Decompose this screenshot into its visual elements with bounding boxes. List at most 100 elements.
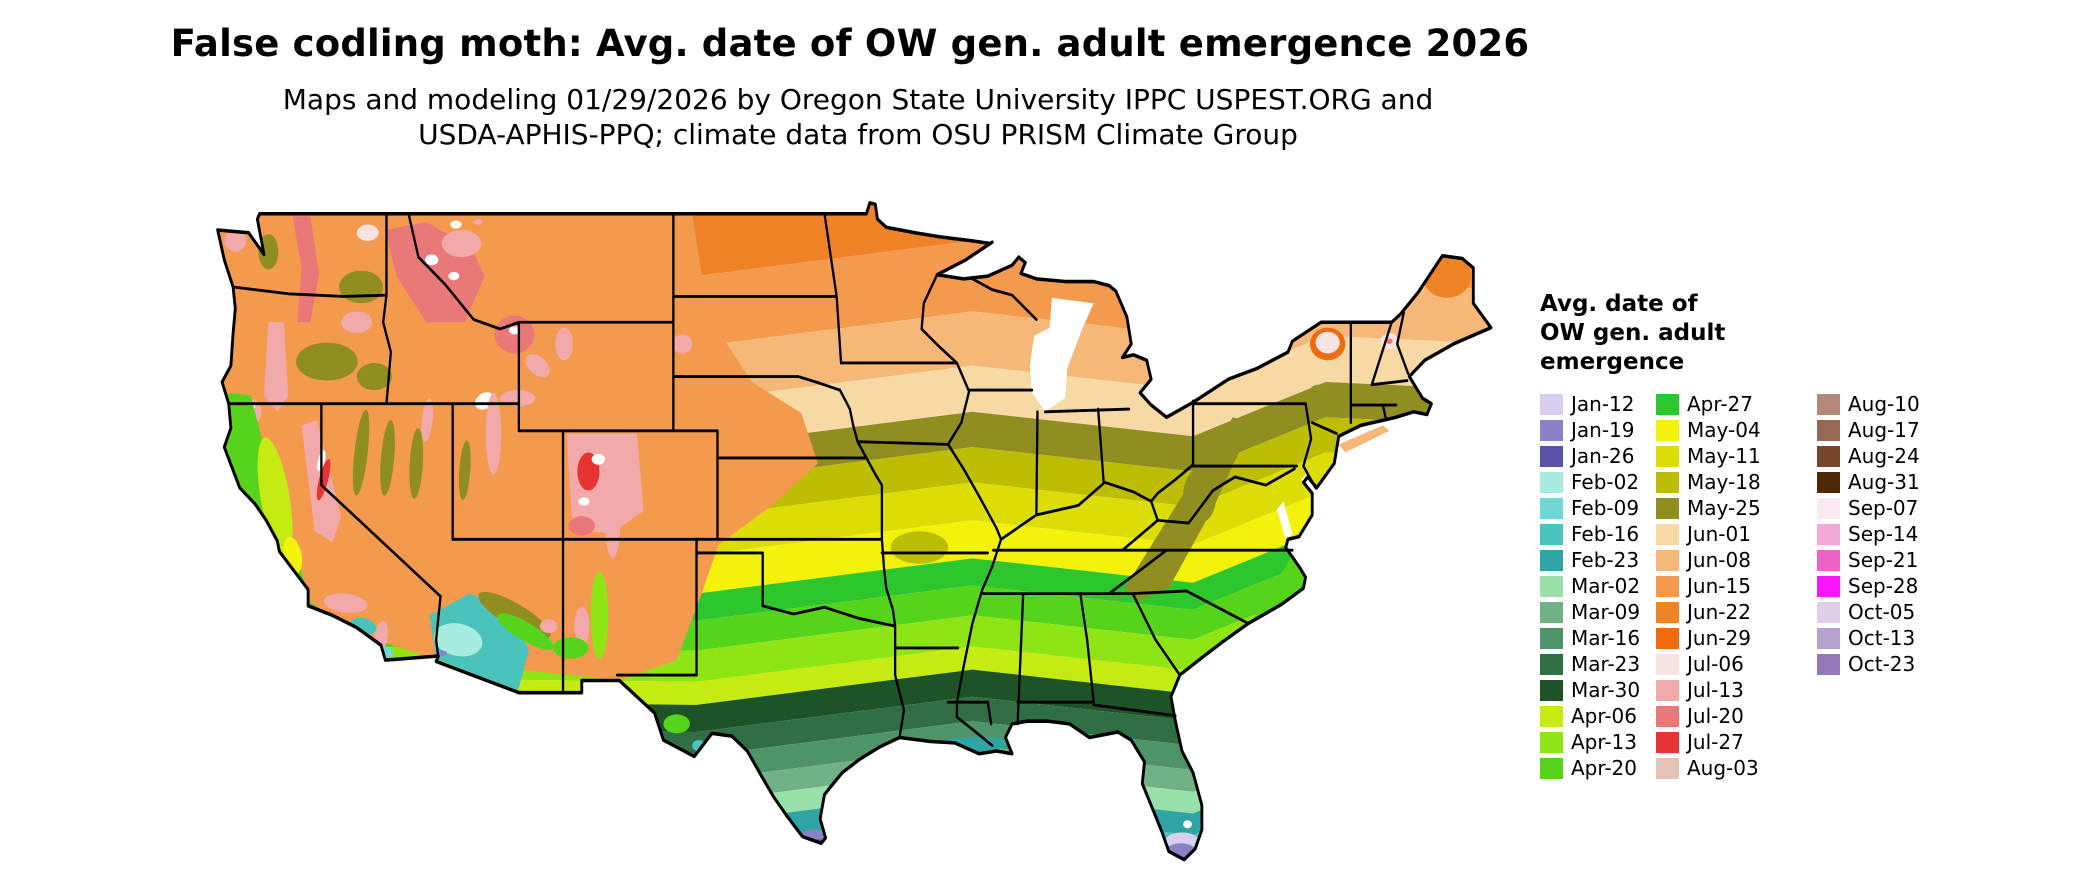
legend-item: Jun-01: [1656, 521, 1817, 547]
legend-swatch: [1817, 653, 1840, 675]
legend-swatch: [1656, 601, 1679, 623]
map-band-Feb-16: [217, 780, 1491, 860]
legend-item: Aug-03: [1656, 755, 1817, 781]
legend-swatch: [1656, 679, 1679, 701]
legend-column: Jan-12 Jan-19 Jan-26 Feb-02 Feb-09 Feb-16 Feb-…: [1540, 391, 1656, 781]
map-overlay-Jul-06: [1315, 331, 1340, 354]
legend-label: Sep-07: [1848, 495, 1919, 520]
legend-item: Jan-26: [1540, 443, 1656, 469]
legend-label: Aug-17: [1848, 417, 1920, 442]
map-overlay-white: [450, 220, 462, 229]
state-borders: [227, 212, 1410, 748]
legend-item: Apr-06: [1540, 703, 1656, 729]
legend-label: Sep-21: [1848, 547, 1919, 572]
map-overlay-May-25: [380, 420, 395, 496]
legend-item: Feb-02: [1540, 469, 1656, 495]
map-overlay-white: [508, 326, 520, 335]
legend-column: Aug-10 Aug-17 Aug-24 Aug-31 Sep-07 Sep-14 Sep-…: [1817, 391, 1947, 781]
map-overlay-Jul-13: [224, 229, 247, 252]
map-overlay-Jul-13: [421, 398, 434, 442]
legend-swatch: [1540, 627, 1563, 649]
legend-swatch: [1656, 419, 1679, 441]
legend-item: Mar-09: [1540, 599, 1656, 625]
legend-label: Jun-15: [1687, 573, 1751, 598]
legend-item: Jul-20: [1656, 703, 1817, 729]
legend-label: Jan-19: [1571, 417, 1635, 442]
map-overlay-Apr-20: [553, 637, 589, 659]
map-overlay-May-25: [1308, 384, 1329, 401]
legend-swatch: [1540, 523, 1563, 545]
legend-label: Aug-10: [1848, 391, 1920, 416]
legend-swatch: [1817, 419, 1840, 441]
map-overlay-Jun-08: [1338, 425, 1390, 453]
legend-item: Mar-02: [1540, 573, 1656, 599]
map-overlay-May-25: [352, 409, 370, 496]
legend-item: Aug-24: [1817, 443, 1947, 469]
legend-item: Jan-12: [1540, 391, 1656, 417]
legend-label: Oct-23: [1848, 651, 1916, 676]
map-overlay-Jul-13: [539, 619, 558, 633]
legend-item: Jun-15: [1656, 573, 1817, 599]
legend-swatch: [1540, 731, 1563, 753]
legend-item: Jun-29: [1656, 625, 1817, 651]
legend-label: Jul-13: [1687, 677, 1744, 702]
subtitle-line-2: USDA-APHIS-PPQ; climate data from OSU PR…: [418, 118, 1298, 151]
map-overlay-white: [425, 254, 439, 266]
legend-swatch: [1656, 393, 1679, 415]
map-band-Feb-02: [217, 816, 1491, 860]
map-overlay-Jul-13: [574, 607, 590, 646]
legend-item: Sep-14: [1817, 521, 1947, 547]
page-subtitle: Maps and modeling 01/29/2026 by Oregon S…: [0, 82, 1716, 152]
legend-item: Jan-19: [1540, 417, 1656, 443]
map-overlay-May-25: [339, 270, 384, 304]
legend-swatch: [1656, 549, 1679, 571]
chesapeake-bay: [1276, 501, 1293, 540]
map-legend: Avg. date of OW gen. adult emergence Jan…: [1540, 290, 1947, 781]
map-overlay-white: [1183, 820, 1192, 829]
legend-item: Mar-23: [1540, 651, 1656, 677]
map-overlay-May-25: [458, 440, 471, 500]
legend-label: Oct-05: [1848, 599, 1916, 624]
legend-title-line: emergence: [1540, 349, 1685, 375]
legend-swatch: [1817, 497, 1840, 519]
legend-label: Jan-12: [1571, 391, 1635, 416]
map-overlay-Jul-20: [1386, 338, 1393, 344]
legend-label: Jun-01: [1687, 521, 1751, 546]
legend-title: Avg. date of OW gen. adult emergence: [1540, 290, 1947, 377]
legend-label: Jun-08: [1687, 547, 1751, 572]
map-overlay-Apr-20: [497, 613, 554, 650]
legend-swatch: [1540, 575, 1563, 597]
legend-label: May-11: [1687, 443, 1761, 468]
legend-label: Jun-29: [1687, 625, 1751, 650]
map-overlay-Feb-02: [434, 623, 483, 657]
legend-item: Apr-13: [1540, 729, 1656, 755]
legend-swatch: [1817, 445, 1840, 467]
legend-swatch: [1540, 653, 1563, 675]
map-overlay-Jul-13: [555, 327, 573, 361]
legend-swatch: [1540, 549, 1563, 571]
legend-item: Jul-13: [1656, 677, 1817, 703]
legend-swatch: [1817, 601, 1840, 623]
legend-swatch: [1656, 575, 1679, 597]
us-outline: [216, 201, 1493, 862]
legend-swatch: [1817, 523, 1840, 545]
legend-label: Apr-27: [1687, 391, 1753, 416]
legend-item: Mar-16: [1540, 625, 1656, 651]
legend-swatch: [1656, 497, 1679, 519]
legend-item: Oct-13: [1817, 625, 1947, 651]
legend-swatch: [1817, 393, 1840, 415]
legend-label: Apr-20: [1571, 755, 1637, 780]
map-band-Jan-19: [217, 829, 1491, 860]
legend-item: Oct-23: [1817, 651, 1947, 677]
legend-swatch: [1540, 497, 1563, 519]
legend-swatch: [1656, 471, 1679, 493]
legend-swatch: [1656, 445, 1679, 467]
map-overlay-Jan-19: [438, 650, 448, 657]
legend-columns: Jan-12 Jan-19 Jan-26 Feb-02 Feb-09 Feb-16 Feb-…: [1540, 391, 1947, 781]
legend-swatch: [1817, 471, 1840, 493]
legend-label: Jul-06: [1687, 651, 1744, 676]
legend-swatch: [1540, 601, 1563, 623]
legend-item: Feb-09: [1540, 495, 1656, 521]
map-band-Feb-09: [217, 799, 1491, 860]
